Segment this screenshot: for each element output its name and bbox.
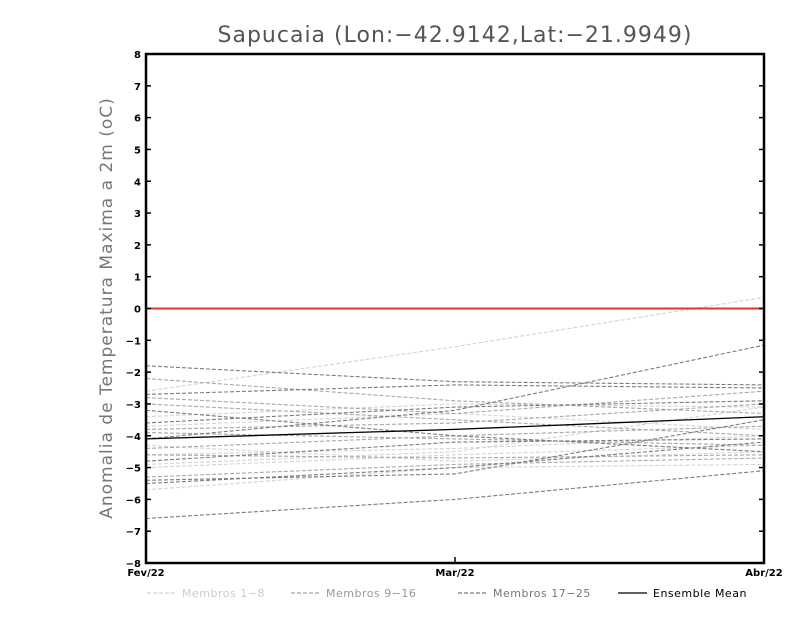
- series-line-member-15: [145, 454, 765, 459]
- series-line-member-12: [145, 390, 765, 415]
- y-tick-label: 6: [134, 114, 141, 125]
- series-line-member-19: [145, 344, 765, 440]
- series-line-member-2: [145, 406, 765, 465]
- series-line-member-25: [145, 400, 765, 424]
- series-line-member-13: [145, 457, 765, 478]
- y-tick-label: 8: [134, 50, 141, 61]
- series-line-member-17: [145, 470, 765, 520]
- series-line-member-6: [145, 403, 765, 418]
- series-line-member-9: [145, 377, 765, 415]
- y-tick-label: 2: [134, 241, 141, 252]
- series-line-member-22: [145, 409, 765, 453]
- series-ensemble-mean: [145, 416, 765, 440]
- series-line-member-7: [145, 444, 765, 462]
- y-tick-label: 1: [134, 273, 141, 284]
- series-line-member-18: [145, 365, 765, 386]
- series-line-member-8: [145, 444, 765, 469]
- series-line-member-16: [145, 403, 765, 437]
- legend-label-3: Membros 17−25: [493, 587, 591, 600]
- series-line-member-11: [145, 425, 765, 450]
- y-tick-label: 7: [134, 82, 141, 93]
- chart-title: Sapucaia (Lon:−42.9142,Lat:−21.9949): [218, 23, 693, 48]
- series-line-member-21: [145, 384, 765, 395]
- legend-label-4: Ensemble Mean: [653, 587, 747, 600]
- series-line-member-10: [145, 432, 765, 446]
- series-line-member-24: [145, 441, 765, 485]
- y-tick-label: −4: [126, 432, 141, 443]
- y-axis-label: Anomalia de Temperatura Maxima a 2m (oC): [97, 97, 117, 519]
- y-tick-label: −1: [126, 336, 141, 347]
- series-line-member-23: [145, 438, 765, 462]
- y-tick-label: 3: [134, 209, 141, 220]
- x-tick-label: Mar/22: [435, 568, 474, 579]
- y-tick-label: −3: [126, 400, 141, 411]
- series-layer: [145, 296, 765, 520]
- y-tick-label: −7: [126, 527, 141, 538]
- series-line-member-1: [145, 296, 765, 392]
- y-tick-label: −8: [126, 559, 141, 570]
- x-tick-label: Abr/22: [745, 568, 782, 579]
- y-tick-label: 5: [134, 145, 141, 156]
- y-tick-label: 4: [134, 177, 141, 188]
- x-tick-label: Fev/22: [127, 568, 164, 579]
- series-line-member-5: [145, 435, 765, 456]
- legend: Membros 1−8 Membros 9−16 Membros 17−25 Ense…: [147, 587, 747, 600]
- y-tick-label: −6: [126, 495, 141, 506]
- legend-label-2: Membros 9−16: [326, 587, 416, 600]
- y-tick-label: −5: [126, 464, 141, 475]
- series-line-member-14: [145, 403, 765, 430]
- y-tick-label: −2: [126, 368, 141, 379]
- series-line-member-3: [145, 463, 765, 491]
- legend-label-1: Membros 1−8: [182, 587, 265, 600]
- y-tick-label: 0: [134, 305, 141, 316]
